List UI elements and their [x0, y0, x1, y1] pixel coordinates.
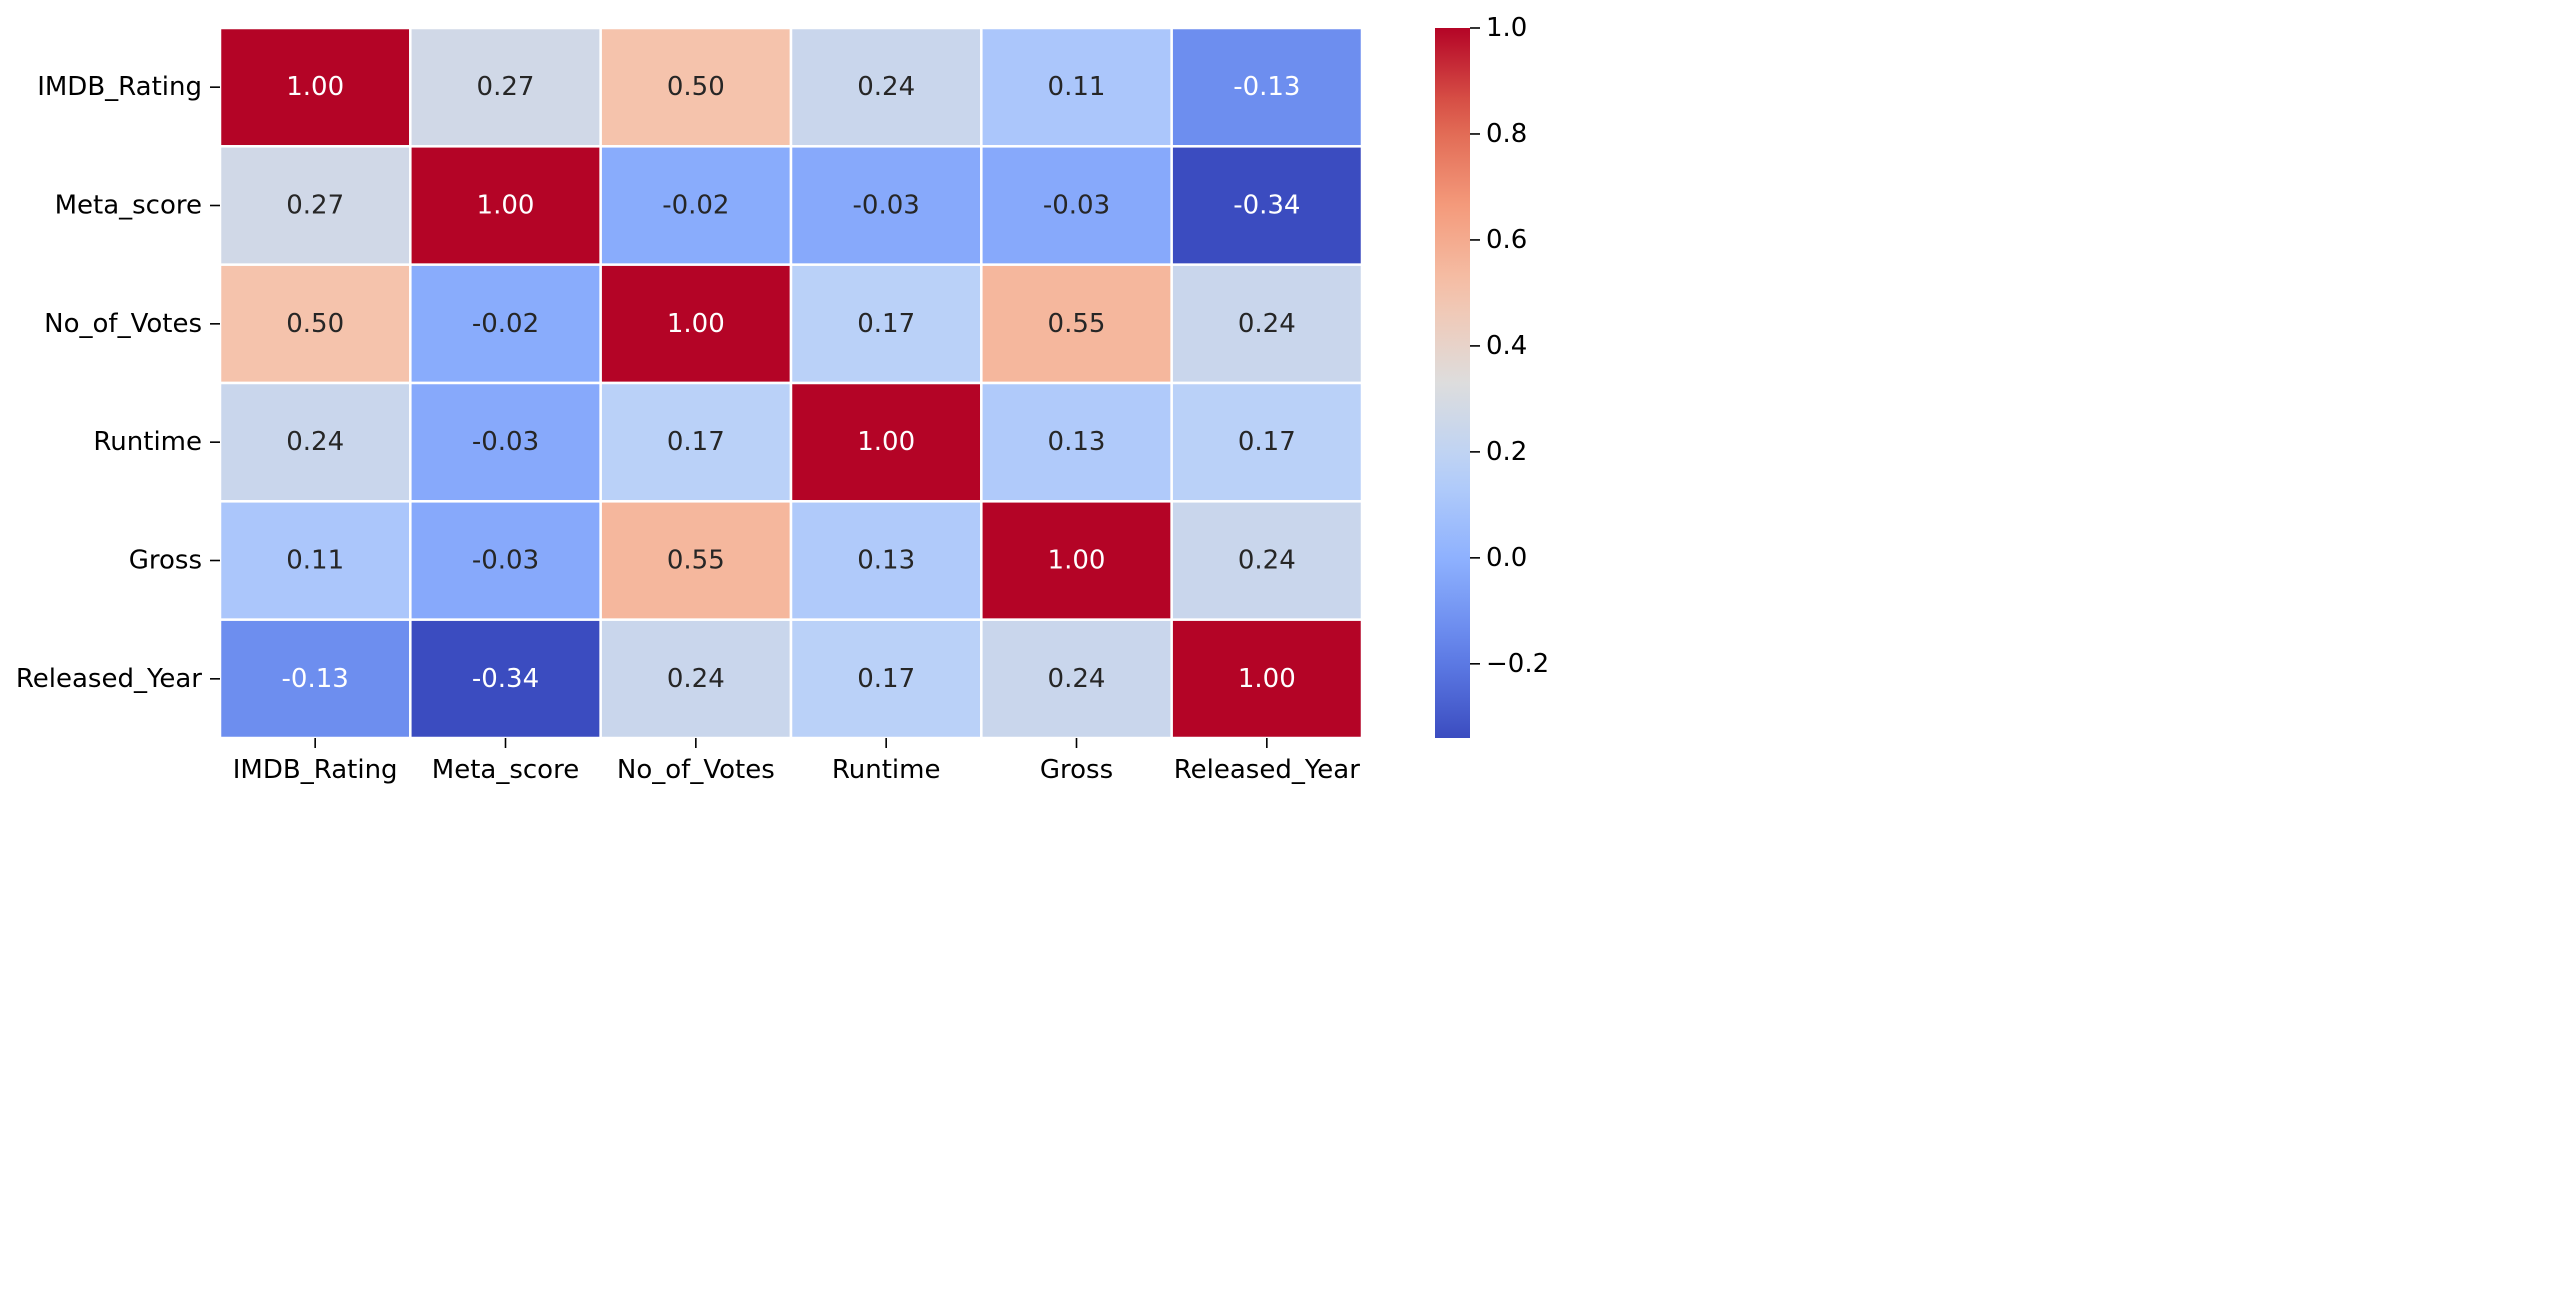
- cell-value-label: 0.17: [857, 664, 915, 694]
- cell-value-label: 0.24: [1238, 309, 1296, 339]
- heatmap-cell: [789, 145, 983, 266]
- heatmap-annotations: 1.00 0.27 0.50 0.24 0.11 -0.13 0.27 1.00 -0.02 -0…: [282, 72, 1301, 694]
- x-tick-label: Released_Year: [1174, 755, 1360, 785]
- cell-value-label: 0.24: [1238, 546, 1296, 576]
- cell-value-label: 0.27: [477, 72, 535, 102]
- heatmap-cell: [1170, 26, 1364, 148]
- cell-value-label: 1.00: [286, 72, 344, 102]
- heatmap-cell: [218, 381, 412, 503]
- heatmap-cell: [599, 500, 793, 621]
- colorbar-tick-label: 0.8: [1486, 119, 1527, 149]
- y-tick-label: Meta_score: [55, 191, 202, 221]
- heatmap-cell: [1170, 500, 1364, 621]
- heatmap-cell: [789, 381, 983, 503]
- heatmap-cells: [218, 26, 1364, 740]
- colorbar-tick-label: 1.0: [1486, 13, 1527, 43]
- y-tick-label: Gross: [129, 546, 202, 576]
- heatmap-cell: [789, 263, 983, 385]
- colorbar-tick-label: 0.0: [1486, 543, 1527, 573]
- cell-value-label: -0.13: [1233, 72, 1300, 102]
- heatmap-cell: [409, 263, 602, 385]
- colorbar-gradient: [1435, 28, 1470, 738]
- x-tick-label: Gross: [1040, 755, 1113, 785]
- x-axis: IMDB_Rating Meta_score No_of_Votes Runtime G…: [233, 738, 1360, 785]
- cell-value-label: 1.00: [857, 427, 915, 457]
- colorbar: −0.2 0.0 0.2 0.4 0.6 0.8 1.0: [1435, 13, 1549, 738]
- colorbar-tick-label: 0.4: [1486, 331, 1527, 361]
- heatmap-cell: [1170, 381, 1364, 503]
- cell-value-label: 0.24: [667, 664, 725, 694]
- y-axis: IMDB_Rating Meta_score No_of_Votes Runtime G…: [16, 72, 220, 694]
- cell-value-label: -0.02: [662, 191, 729, 221]
- heatmap-cell: [409, 145, 602, 266]
- cell-value-label: 0.55: [1048, 309, 1106, 339]
- colorbar-tick-label: 0.2: [1486, 437, 1527, 467]
- heatmap-cell: [980, 381, 1173, 503]
- y-tick-label: No_of_Votes: [44, 309, 202, 339]
- cell-value-label: -0.03: [472, 546, 539, 576]
- cell-value-label: 1.00: [1238, 664, 1296, 694]
- y-tick-label: IMDB_Rating: [37, 72, 202, 102]
- heatmap-cell: [218, 26, 412, 148]
- cell-value-label: 0.13: [857, 546, 915, 576]
- heatmap-cell: [599, 26, 793, 148]
- heatmap-cell: [980, 263, 1173, 385]
- cell-value-label: 0.17: [1238, 427, 1296, 457]
- heatmap-cell: [1170, 145, 1364, 266]
- y-tick-label: Runtime: [93, 427, 202, 457]
- cell-value-label: 0.24: [1048, 664, 1106, 694]
- cell-value-label: 0.24: [286, 427, 344, 457]
- heatmap-cell: [789, 500, 983, 621]
- cell-value-label: 0.27: [286, 191, 344, 221]
- cell-value-label: -0.03: [1043, 191, 1110, 221]
- heatmap-cell: [409, 26, 602, 148]
- cell-value-label: 0.11: [1048, 72, 1106, 102]
- heatmap-cell: [1170, 618, 1364, 740]
- cell-value-label: 0.24: [857, 72, 915, 102]
- heatmap-cell: [409, 381, 602, 503]
- cell-value-label: 0.50: [667, 72, 725, 102]
- heatmap-cell: [980, 500, 1173, 621]
- cell-value-label: 0.50: [286, 309, 344, 339]
- cell-value-label: -0.34: [472, 664, 539, 694]
- heatmap-cell: [218, 500, 412, 621]
- cell-value-label: -0.13: [282, 664, 349, 694]
- cell-value-label: 1.00: [1048, 546, 1106, 576]
- colorbar-tick-label: −0.2: [1486, 649, 1549, 679]
- cell-value-label: -0.34: [1233, 191, 1300, 221]
- x-tick-label: Meta_score: [432, 755, 579, 785]
- cell-value-label: 0.11: [286, 546, 344, 576]
- heatmap-cell: [599, 381, 793, 503]
- x-tick-label: No_of_Votes: [617, 755, 775, 785]
- cell-value-label: 0.55: [667, 546, 725, 576]
- cell-value-label: 0.17: [667, 427, 725, 457]
- cell-value-label: 0.13: [1048, 427, 1106, 457]
- heatmap-cell: [1170, 263, 1364, 385]
- colorbar-tick-label: 0.6: [1486, 225, 1527, 255]
- heatmap-cell: [218, 618, 412, 740]
- x-tick-label: IMDB_Rating: [233, 755, 398, 785]
- cell-value-label: -0.03: [853, 191, 920, 221]
- x-tick-label: Runtime: [832, 755, 941, 785]
- cell-value-label: 1.00: [667, 309, 725, 339]
- cell-value-label: -0.03: [472, 427, 539, 457]
- cell-value-label: 0.17: [857, 309, 915, 339]
- cell-value-label: 1.00: [477, 191, 535, 221]
- y-tick-label: Released_Year: [16, 664, 202, 694]
- cell-value-label: -0.02: [472, 309, 539, 339]
